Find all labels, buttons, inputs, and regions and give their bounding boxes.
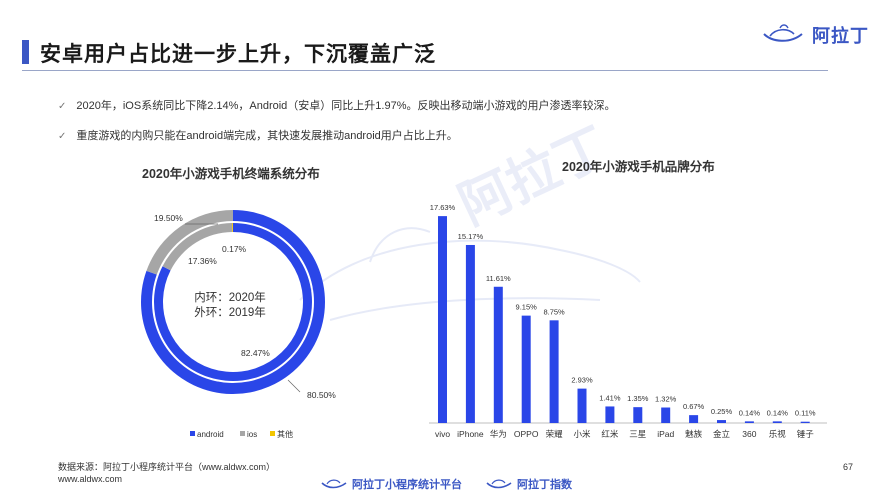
donut-center-label-2: 外环：2019年 [194,305,266,319]
bar-荣耀 [549,320,559,423]
legend-swatch-其他 [270,431,275,436]
bar-value-label-三星: 1.35% [627,394,649,403]
bar-value-label-荣耀: 8.75% [543,307,565,316]
bar-value-label-金立: 0.25% [711,407,733,416]
title-divider [22,70,828,71]
bar-value-label-OPPO: 9.15% [516,303,538,312]
bar-chart: 17.63% vivo 15.17% iPhone 11.61% 华为 9.15% OPPO 8… [429,203,827,439]
bar-OPPO [521,315,531,423]
source-line-1: 数据来源：阿拉丁小程序统计平台（www.aldwx.com） [58,462,276,472]
bar-value-label-华为: 11.61% [486,274,511,283]
donut-inner-segment-其他 [232,223,233,233]
page-number: 67 [843,462,854,472]
legend-label-ios: ios [247,430,257,439]
x-tick-label-OPPO: OPPO [514,429,539,439]
x-tick-label-红米: 红米 [601,429,619,439]
x-tick-label-魅族: 魅族 [685,429,703,439]
bar-小米 [577,388,587,423]
bar-红米 [605,406,615,423]
legend-swatch-ios [240,431,245,436]
page-title: 安卓用户占比进一步上升，下沉覆盖广泛 [40,43,436,66]
x-tick-label-iPhone: iPhone [457,429,484,439]
donut-label-inner-android: 82.47% [241,348,270,358]
lamp-icon [321,479,347,489]
x-tick-label-三星: 三星 [629,429,646,439]
donut-chart-title: 2020年小游戏手机终端系统分布 [142,167,320,181]
bar-iPad [661,407,671,423]
donut-label-outer-ios: 19.50% [154,213,183,223]
x-tick-label-iPad: iPad [657,429,674,439]
bar-value-label-红米: 1.41% [599,393,621,402]
donut-inner-segment-ios [162,223,233,271]
bar-锤子 [800,421,810,423]
footer-brand-1-text: 阿拉丁小程序统计平台 [352,479,462,491]
bullet-text: 2020年，iOS系统同比下降2.14%，Android（安卓）同比上升1.97… [76,100,616,112]
lamp-icon [763,24,803,42]
bar-value-label-iPad: 1.32% [655,395,677,404]
donut-label-inner-其他: 0.17% [222,244,247,254]
bar-360 [744,421,754,423]
title-accent-bar [22,40,29,64]
footer-brand-1: 阿拉丁小程序统计平台 [320,476,462,492]
bar-value-label-360: 0.14% [739,408,761,417]
bar-华为 [493,286,503,423]
data-source: 数据来源：阿拉丁小程序统计平台（www.aldwx.com） www.aldwx… [58,461,275,485]
bar-value-label-iPhone: 15.17% [458,232,484,241]
donut-center-label-1: 内环：2020年 [194,290,266,304]
bar-乐视 [772,421,782,423]
bar-value-label-锤子: 0.11% [795,409,816,418]
donut-chart: 内环：2020年 外环：2019年 19.50% 17.36% 0.17% 82.47… [140,210,336,439]
x-tick-label-小米: 小米 [573,429,591,439]
bar-魅族 [689,415,699,423]
x-tick-label-乐视: 乐视 [769,429,787,439]
donut-outer-segment-ios [146,210,233,275]
bullet-item: ✓ 重度游戏的内购只能在android端完成，其快速发展推动android用户占比… [58,127,458,143]
bar-value-label-乐视: 0.14% [767,408,789,417]
bullet-text: 重度游戏的内购只能在android端完成，其快速发展推动android用户占比上… [76,130,458,142]
footer-brand-2-text: 阿拉丁指数 [517,479,572,491]
brand-logo: 阿拉丁 [760,18,869,52]
donut-label-outer-android: 80.50% [307,390,336,400]
bar-三星 [633,407,643,423]
check-icon: ✓ [58,131,67,142]
source-line-2: www.aldwx.com [58,474,123,484]
donut-leader-line [287,379,301,393]
x-tick-label-锤子: 锤子 [797,429,815,439]
x-tick-label-荣耀: 荣耀 [546,429,564,439]
bar-value-label-vivo: 17.63% [430,203,456,212]
x-tick-label-金立: 金立 [713,429,731,439]
x-tick-label-vivo: vivo [435,429,450,439]
bullet-item: ✓ 2020年，iOS系统同比下降2.14%，Android（安卓）同比上升1.9… [58,97,616,113]
bar-iPhone [465,244,475,423]
bar-vivo [438,216,447,423]
check-icon: ✓ [58,101,67,112]
legend-label-其他: 其他 [277,429,293,439]
x-tick-label-华为: 华为 [490,429,507,439]
bar-金立 [717,420,726,423]
legend-swatch-android [190,431,195,436]
x-tick-label-360: 360 [742,429,756,439]
bar-value-label-魅族: 0.67% [683,402,705,411]
legend-label-android: android [197,430,224,439]
bar-chart-title: 2020年小游戏手机品牌分布 [562,160,715,174]
donut-label-inner-ios: 17.36% [188,256,217,266]
logo-text: 阿拉丁 [812,26,869,46]
footer-brand-2: 阿拉丁指数 [485,476,572,492]
lamp-icon [486,479,512,489]
bar-value-label-小米: 2.93% [571,376,593,385]
